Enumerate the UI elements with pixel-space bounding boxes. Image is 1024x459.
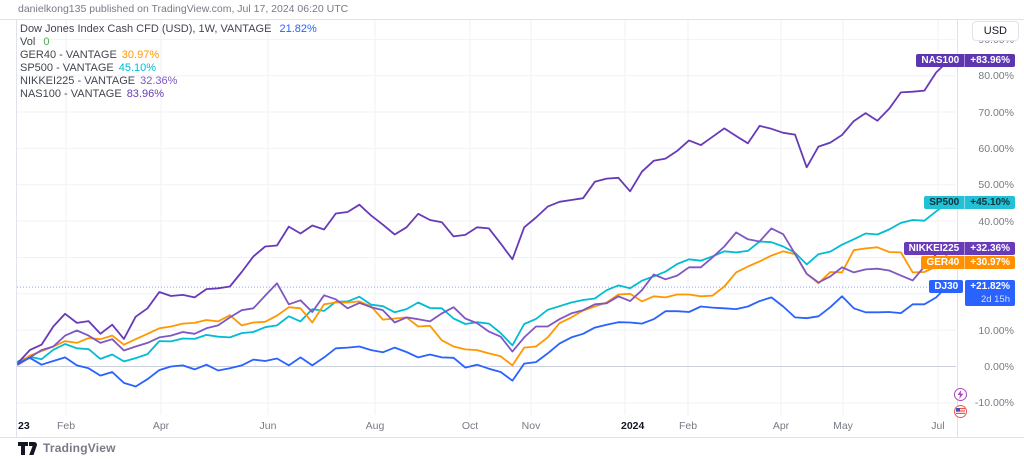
price-tick-label: 0.00% [984,361,1014,373]
badge-value: +45.10% [964,195,1015,209]
chart-bottom-border [0,437,1024,438]
main-series-change: 21.82% [279,23,317,35]
volume-value: 0 [43,36,50,48]
time-tick-label: May [833,420,853,432]
badge-value: +32.36% [964,241,1015,255]
badge-symbol: NIKKEI225 [903,241,965,255]
legend-compare-nikkei225[interactable]: NIKKEI225 - VANTAGE 32.36% [20,75,317,87]
price-badge-sp500[interactable]: SP500 +45.10% [924,195,1015,209]
badge-symbol: GER40 [921,255,965,269]
time-tick-label: Jul [931,420,945,432]
price-tick-label: 40.00% [978,215,1014,228]
legend-main-series[interactable]: Dow Jones Index Cash CFD (USD), 1W, VANT… [20,23,317,35]
legend-compare-nas100[interactable]: NAS100 - VANTAGE 83.96% [20,88,317,100]
volume-label: Vol [20,36,36,48]
series-line-ger40[interactable] [17,246,949,367]
price-badge-ger40[interactable]: GER40 +30.97% [921,255,1015,269]
time-scale[interactable]: 23 Feb Apr Jun Aug Oct Nov 2024 Feb Apr May Jul [0,415,957,437]
badge-symbol: NAS100 [916,54,965,68]
chart-left-border [16,19,17,437]
price-badge-dj30[interactable]: DJ30 +21.82% 2d 15h [929,280,1015,307]
time-tick-label: 23 [18,420,30,432]
badge-value: +83.96% [964,54,1015,68]
badge-countdown: 2d 15h [980,294,1010,306]
main-series-title: Dow Jones Index Cash CFD (USD), 1W, VANT… [20,23,272,35]
price-tick-label: 80.00% [978,70,1014,83]
price-tick-label: 60.00% [978,142,1014,155]
price-tick-label: 70.00% [978,106,1014,119]
price-badge-nas100[interactable]: NAS100 +83.96% [916,54,1015,68]
series-line-dj30[interactable] [17,284,949,388]
compare-symbol-change: 32.36% [140,75,178,87]
price-tick-label: 10.00% [978,324,1014,337]
currency-toggle[interactable]: USD [971,21,1019,41]
legend-compare-ger40[interactable]: GER40 - VANTAGE 30.97% [20,49,317,61]
compare-symbol-label: GER40 - VANTAGE [20,49,117,61]
tradingview-logo[interactable]: TradingView [18,441,116,455]
price-tick-label: -10.00% [974,397,1014,410]
series-line-nikkei225[interactable] [17,227,949,366]
time-tick-label: Aug [365,420,385,432]
price-tick-label: 50.00% [978,179,1014,192]
badge-value: +21.82% 2d 15h [965,280,1015,307]
attribution-text: danielkong135 published on TradingView.c… [18,3,349,15]
tradingview-logo-icon [18,441,37,455]
price-badge-nikkei225[interactable]: NIKKEI225 +32.36% [903,241,1015,255]
series-line-nas100[interactable] [17,60,949,364]
compare-symbol-change: 30.97% [121,49,160,61]
price-scale-border [957,19,958,437]
price-scale[interactable]: 90.00%80.00%70.00%60.00%50.00%40.00%10.0… [957,19,1024,437]
compare-symbol-label: NIKKEI225 - VANTAGE [20,75,136,87]
legend-compare-sp500[interactable]: SP500 - VANTAGE 45.10% [20,62,317,74]
time-tick-label: Nov [521,420,541,432]
legend-volume[interactable]: Vol 0 [20,36,317,48]
time-tick-label: Apr [152,420,170,432]
time-tick-label: Apr [772,420,790,432]
badge-symbol: DJ30 [929,280,964,294]
chart-top-border [0,19,1024,20]
time-tick-label: 2024 [621,420,645,432]
time-tick-label: Jun [259,420,277,432]
compare-symbol-label: NAS100 - VANTAGE [20,88,122,100]
economic-events-icon[interactable] [954,388,967,401]
time-tick-label: Feb [678,420,698,432]
time-tick-label: Oct [461,420,479,432]
compare-symbol-change: 83.96% [126,88,164,100]
compare-symbol-change: 45.10% [118,62,157,74]
time-tick-label: Feb [56,420,76,432]
badge-symbol: SP500 [924,195,965,209]
tradingview-logo-text: TradingView [43,441,116,455]
compare-symbol-label: SP500 - VANTAGE [20,62,114,74]
us-flag-events-icon[interactable] [954,405,967,418]
badge-value: +30.97% [964,255,1015,269]
chart-legend: Dow Jones Index Cash CFD (USD), 1W, VANT… [20,23,317,101]
